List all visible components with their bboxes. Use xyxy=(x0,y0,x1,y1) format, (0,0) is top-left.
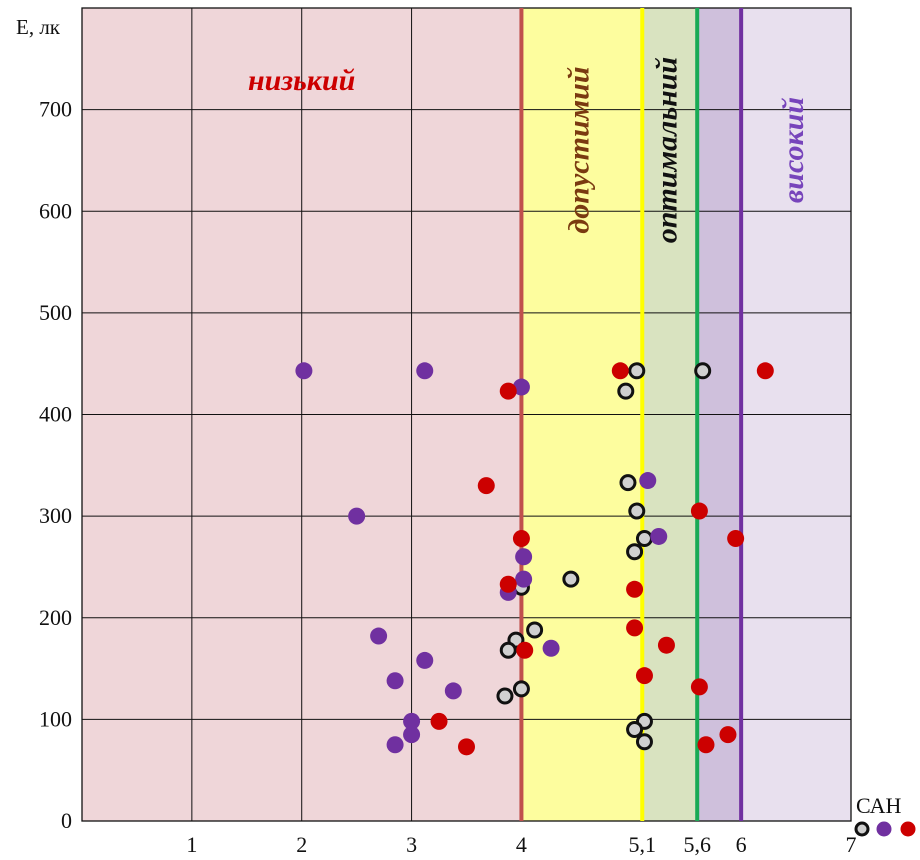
zone-labels-layer: низький допустимий оптимальний високий xyxy=(248,57,810,243)
data-point-s2-17 xyxy=(719,726,737,744)
data-point-s1-4 xyxy=(348,507,366,525)
data-point-s1-9 xyxy=(370,627,388,645)
data-point-s1-14 xyxy=(403,712,421,730)
data-point-s2-1 xyxy=(756,362,774,380)
data-point-s1-13 xyxy=(444,682,462,700)
data-point-s2-12 xyxy=(635,667,653,685)
data-point-s0-15 xyxy=(626,721,644,739)
data-point-s2-4 xyxy=(690,502,708,520)
data-point-s2-14 xyxy=(430,712,448,730)
points-layer xyxy=(295,362,774,756)
data-point-s0-12 xyxy=(512,680,530,698)
x-tick-label-2: 2 xyxy=(296,832,307,857)
ticks-layer: 0 100 200 300 400 500 600 700 1 2 3 4 5,1 5,6 6 7 xyxy=(39,97,857,857)
data-point-s1-0 xyxy=(295,362,313,380)
data-point-s2-9 xyxy=(626,619,644,637)
data-point-s0-11 xyxy=(499,641,517,659)
data-point-s0-3 xyxy=(619,474,637,492)
data-point-s1-10 xyxy=(542,639,560,657)
y-tick-label-600: 600 xyxy=(39,198,72,223)
data-point-s2-16 xyxy=(697,736,715,754)
data-point-s1-2 xyxy=(512,378,530,396)
data-point-s2-8 xyxy=(626,580,644,598)
y-axis-label: E, лк xyxy=(16,15,61,39)
data-point-s0-9 xyxy=(526,621,544,639)
legend-marker-1 xyxy=(876,821,892,837)
data-point-s2-10 xyxy=(657,636,675,654)
data-point-s2-13 xyxy=(690,678,708,696)
x-tick-label-6: 6 xyxy=(736,832,747,857)
zone-label-2: оптимальний xyxy=(651,57,684,243)
data-point-s1-7 xyxy=(515,570,533,588)
y-tick-label-0: 0 xyxy=(61,808,72,833)
y-tick-label-500: 500 xyxy=(39,300,72,325)
data-point-s2-0 xyxy=(611,362,629,380)
data-point-s0-13 xyxy=(496,687,514,705)
legend-label: САН xyxy=(856,793,901,818)
data-point-s2-15 xyxy=(458,738,475,756)
data-point-s1-5 xyxy=(650,527,668,545)
plot-frame xyxy=(81,7,852,822)
data-point-s2-5 xyxy=(512,529,530,547)
data-point-s2-7 xyxy=(499,575,517,593)
x-tick-label-4: 4 xyxy=(516,832,527,857)
data-point-s1-15 xyxy=(403,726,421,744)
y-tick-label-100: 100 xyxy=(39,706,72,731)
data-point-s0-6 xyxy=(626,543,644,561)
data-point-s0-4 xyxy=(628,502,646,520)
legend: САН xyxy=(854,793,916,837)
data-point-s0-0 xyxy=(628,362,646,380)
x-tick-label-3: 3 xyxy=(406,832,417,857)
data-point-s0-5 xyxy=(635,529,653,547)
legend-marker-2 xyxy=(900,821,916,837)
y-tick-label-200: 200 xyxy=(39,605,72,630)
legend-marker-0 xyxy=(854,821,870,837)
data-point-s1-1 xyxy=(416,362,434,380)
data-point-s1-11 xyxy=(416,651,434,669)
data-point-s1-16 xyxy=(386,736,404,754)
data-point-s1-3 xyxy=(639,472,657,490)
data-point-s2-3 xyxy=(477,477,495,495)
data-point-s1-6 xyxy=(515,548,533,566)
x-tick-label-1: 1 xyxy=(186,832,197,857)
zone-label-0: низький xyxy=(248,64,355,97)
data-point-s2-2 xyxy=(499,382,517,400)
zone-label-4: високий xyxy=(777,97,810,203)
x-tick-label-5-6: 5,6 xyxy=(683,832,711,857)
zone-label-1: допустимий xyxy=(563,66,596,233)
x-tick-label-5-1: 5,1 xyxy=(629,832,657,857)
data-point-s2-6 xyxy=(727,529,745,547)
y-tick-label-300: 300 xyxy=(39,503,72,528)
data-point-s1-12 xyxy=(386,672,404,690)
grid-layer xyxy=(81,7,852,822)
data-point-s0-1 xyxy=(694,362,712,380)
data-point-s0-7 xyxy=(562,570,580,588)
y-tick-label-400: 400 xyxy=(39,402,72,427)
data-point-s0-2 xyxy=(617,382,635,400)
data-point-s2-11 xyxy=(516,641,534,659)
y-tick-label-700: 700 xyxy=(39,97,72,122)
x-tick-label-7: 7 xyxy=(846,832,857,857)
data-point-s0-16 xyxy=(635,733,653,751)
